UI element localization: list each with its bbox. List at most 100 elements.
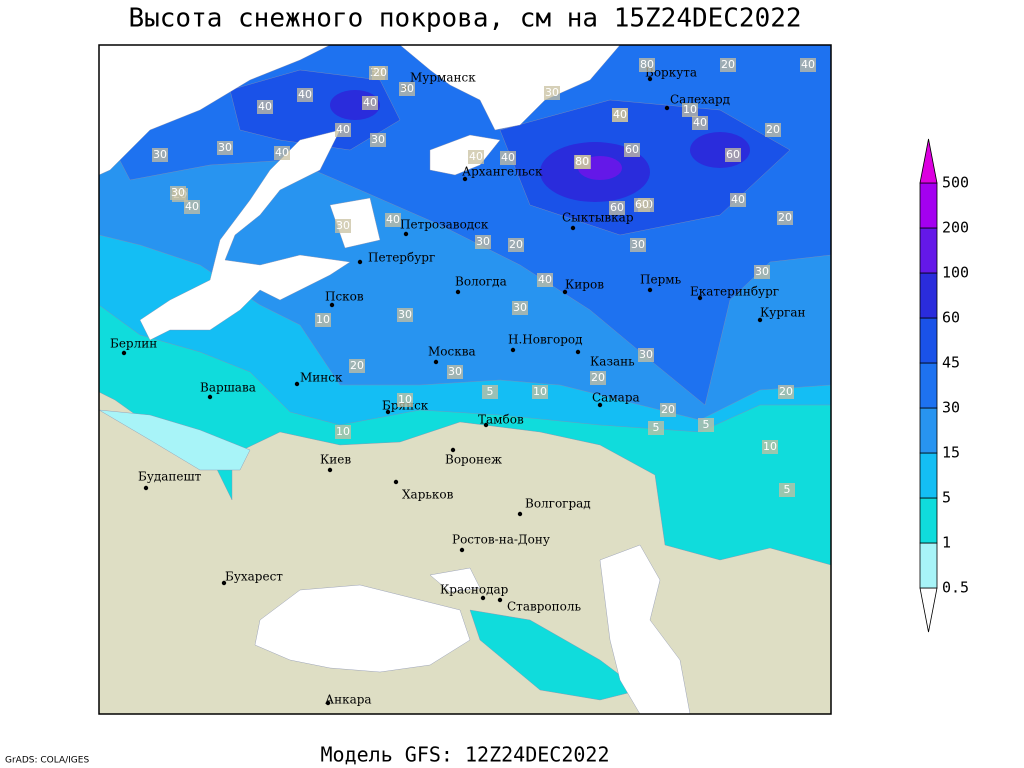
contour-label: 40 <box>275 146 289 159</box>
contour-label-box <box>574 155 590 169</box>
contour-label: 5 <box>703 418 710 431</box>
legend-swatch <box>919 272 938 319</box>
legend-swatch <box>919 497 938 544</box>
contour-label: 20 <box>350 359 364 372</box>
contour-label: 20 <box>779 385 793 398</box>
city-dot <box>697 295 703 301</box>
city-label: Псков <box>325 290 364 304</box>
contour-label-box <box>447 365 463 379</box>
contour-label-box <box>349 359 365 373</box>
contour-label: 30 <box>545 86 559 99</box>
contour-label: 40 <box>501 151 515 164</box>
contour-label-box <box>590 371 606 385</box>
contour-label: 30 <box>171 186 185 199</box>
city-label: Мурманск <box>410 71 476 85</box>
contour-label: 20 <box>766 123 780 136</box>
legend-label: 5 <box>942 489 951 507</box>
contour-label-box <box>762 440 778 454</box>
contour-label-box <box>634 198 650 212</box>
city-dot <box>664 105 670 111</box>
contour-label: 20 <box>373 66 387 79</box>
city-label: Салехард <box>670 93 730 107</box>
contour-label: 30 <box>513 301 527 314</box>
contour-label: 30 <box>400 82 414 95</box>
contour-label: 10 <box>398 393 412 406</box>
city-dot <box>497 597 503 603</box>
city-label: Волгоград <box>525 497 591 511</box>
contour-label: 40 <box>258 100 272 113</box>
city-label: Варшава <box>200 381 256 395</box>
footer: Модель GFS: 12Z24DEC2022 <box>321 743 610 767</box>
city-label: Анкара <box>325 693 372 707</box>
contour-label-box <box>274 146 290 160</box>
city-label: Самара <box>592 391 640 405</box>
contour-label: 40 <box>386 213 400 226</box>
city-label: Будапешт <box>138 470 202 484</box>
contour-label: 10 <box>763 440 777 453</box>
baltic-sea <box>139 129 351 341</box>
city-dot <box>450 447 456 453</box>
city-label: Н.Новгород <box>508 333 583 347</box>
azov-sea <box>429 567 481 593</box>
map-body <box>99 45 831 714</box>
city-label: Петрозаводск <box>400 218 489 232</box>
contour-label-box <box>335 219 351 233</box>
contour-label: 30 <box>398 308 412 321</box>
city-dot <box>121 350 127 356</box>
contour-label-box <box>512 301 528 315</box>
contour-label: 30 <box>755 265 769 278</box>
contour-label: 10 <box>533 385 547 398</box>
contour-label-box <box>362 96 378 110</box>
contour-label: 30 <box>631 238 645 251</box>
contour-label-box <box>630 238 646 252</box>
contour-label-box <box>725 148 741 162</box>
contour-label-box <box>152 148 168 162</box>
city-dot <box>597 402 603 408</box>
contour-label-box <box>800 58 816 72</box>
city-label: Краснодар <box>440 583 509 597</box>
barents-sea <box>399 45 621 131</box>
contour-label: 10 <box>336 425 350 438</box>
city-label: Минск <box>300 371 343 385</box>
contour-label-box <box>532 385 548 399</box>
city-label: Киров <box>565 278 604 292</box>
legend-swatch <box>919 407 938 454</box>
city-dot <box>433 359 439 365</box>
city-dot <box>510 347 516 353</box>
contour-label: 20 <box>778 211 792 224</box>
legend-label: 100 <box>942 264 969 282</box>
city-dot <box>462 176 468 182</box>
city-dot <box>647 287 653 293</box>
contour-label-box <box>765 123 781 137</box>
map-frame <box>98 44 832 715</box>
legend-label: 45 <box>942 354 960 372</box>
city-dot <box>570 225 576 231</box>
contour-label: 40 <box>538 273 552 286</box>
city-dot <box>294 381 300 387</box>
city-dot <box>483 422 489 428</box>
contour-label: 40 <box>801 58 815 71</box>
contour-label-box <box>370 133 386 147</box>
contour-label-box <box>217 141 233 155</box>
legend-label: 0.5 <box>942 579 969 597</box>
contour-label-box <box>475 235 491 249</box>
contour-label-box <box>777 211 793 225</box>
contour-label-box <box>397 308 413 322</box>
contour-label: 5 <box>784 483 791 496</box>
city-dot <box>385 409 391 415</box>
city-label: Тамбов <box>478 413 524 427</box>
city-dot <box>327 467 333 473</box>
contour-label: 40 <box>298 88 312 101</box>
caspian-sea <box>599 544 691 714</box>
legend-swatch <box>919 317 938 364</box>
contour-label: 5 <box>487 385 494 398</box>
city-dot <box>221 580 227 586</box>
legend-swatch <box>919 452 938 499</box>
contour-label: 10 <box>683 103 697 116</box>
contour-label-box <box>508 238 524 252</box>
credit: GrADS: COLA/IGES <box>5 756 89 766</box>
black-sea <box>254 584 471 673</box>
